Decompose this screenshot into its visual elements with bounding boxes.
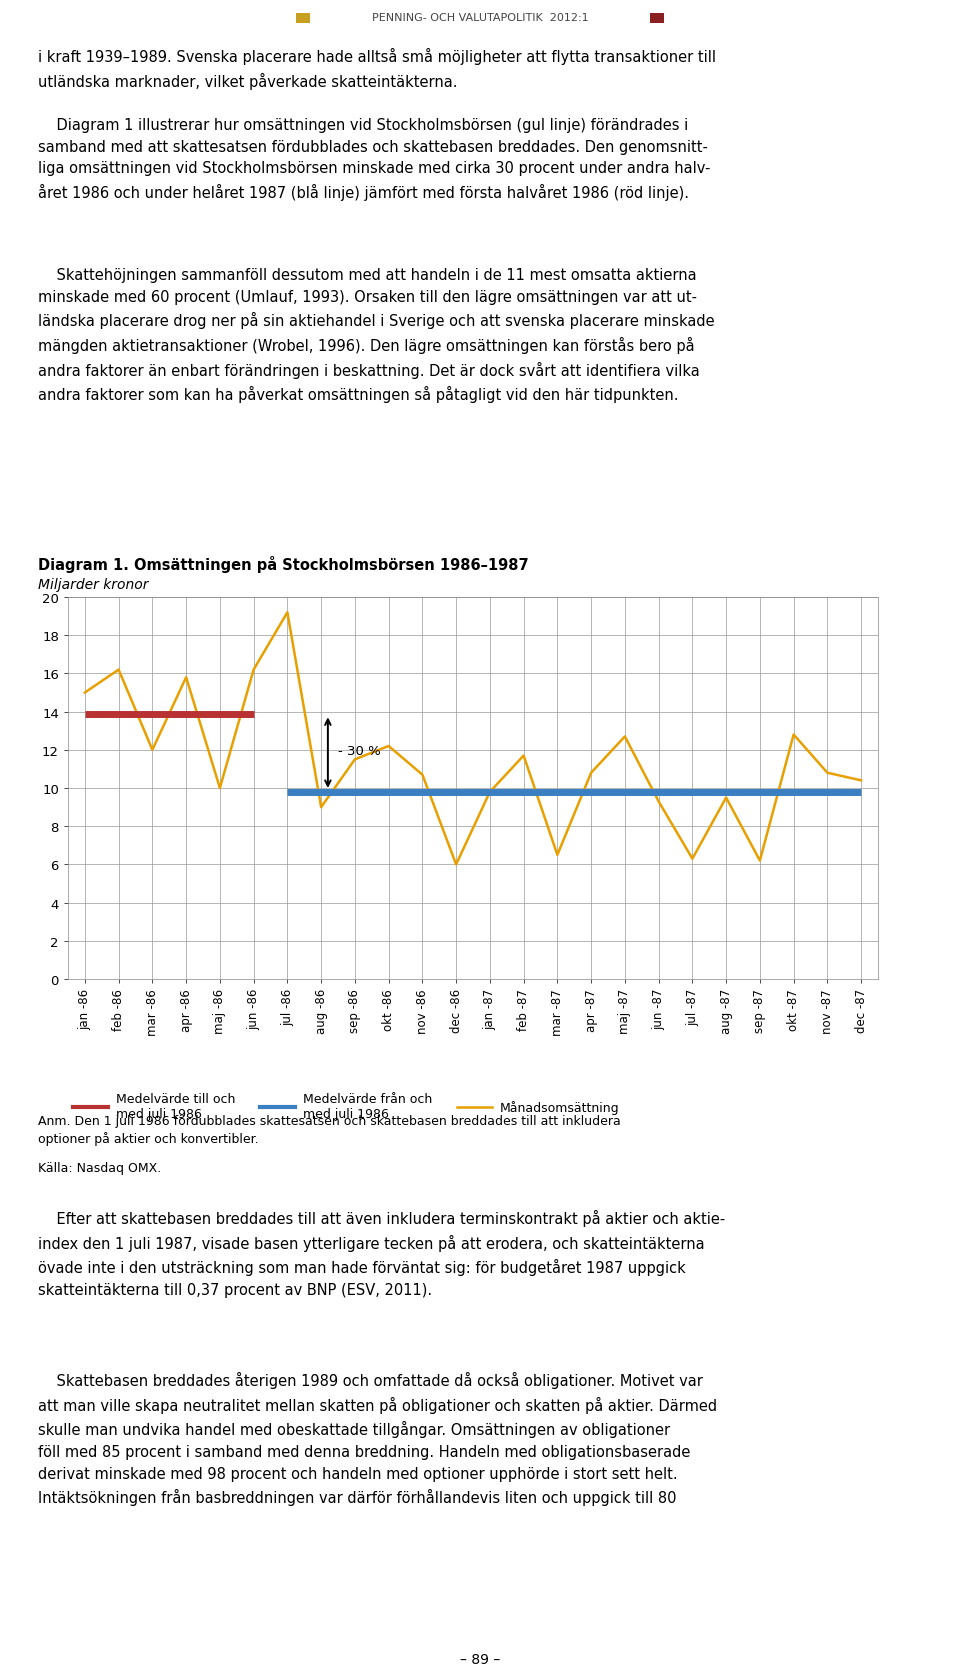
Text: Diagram 1 illustrerar hur omsättningen vid Stockholmsbörsen (gul linje) förändra: Diagram 1 illustrerar hur omsättningen v… bbox=[38, 118, 710, 202]
Text: PENNING- OCH VALUTAPOLITIK  2012:1: PENNING- OCH VALUTAPOLITIK 2012:1 bbox=[372, 13, 588, 24]
Text: Källa: Nasdaq OMX.: Källa: Nasdaq OMX. bbox=[38, 1161, 161, 1174]
Text: Efter att skattebasen breddades till att även inkludera terminskontrakt på aktie: Efter att skattebasen breddades till att… bbox=[38, 1210, 725, 1297]
Legend: Medelvärde till och
med juli 1986, Medelvärde från och
med juli 1986, Månadsomsä: Medelvärde till och med juli 1986, Medel… bbox=[73, 1092, 619, 1121]
Text: i kraft 1939–1989. Svenska placerare hade alltså små möjligheter att flytta tran: i kraft 1939–1989. Svenska placerare had… bbox=[38, 49, 716, 89]
Text: Diagram 1. Omsättningen på Stockholmsbörsen 1986–1987: Diagram 1. Omsättningen på Stockholmsbör… bbox=[38, 556, 529, 573]
Text: – 89 –: – 89 – bbox=[460, 1651, 500, 1667]
Text: - 30 %: - 30 % bbox=[338, 744, 381, 758]
Text: Skattebasen breddades återigen 1989 och omfattade då också obligationer. Motivet: Skattebasen breddades återigen 1989 och … bbox=[38, 1371, 717, 1505]
Text: Anm. Den 1 juli 1986 fördubblades skattesatsen och skattebasen breddades till at: Anm. Den 1 juli 1986 fördubblades skatte… bbox=[38, 1114, 621, 1146]
Text: Miljarder kronor: Miljarder kronor bbox=[38, 578, 149, 591]
Text: Skattehöjningen sammanföll dessutom med att handeln i de 11 mest omsatta aktiern: Skattehöjningen sammanföll dessutom med … bbox=[38, 267, 714, 403]
